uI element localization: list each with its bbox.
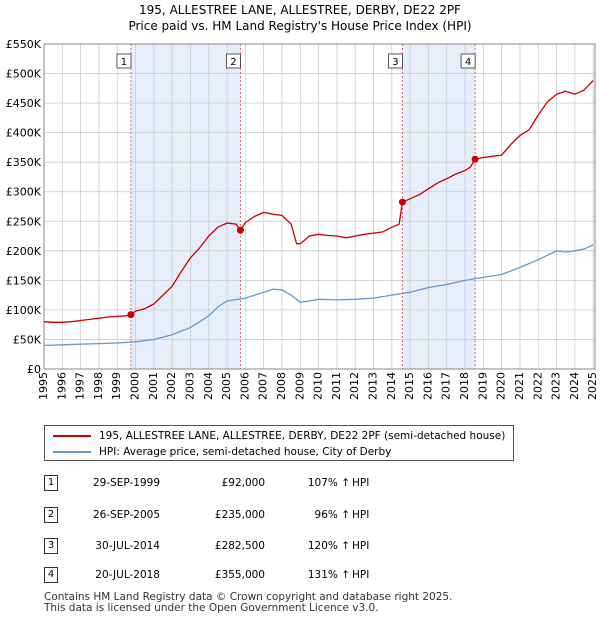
x-tick-label: 2011 [330, 372, 343, 400]
x-tick-label: 2000 [129, 372, 142, 400]
x-tick-label: 2007 [257, 372, 270, 400]
x-tick-label: 2010 [312, 372, 325, 400]
transaction-date: 30-JUL-2014 [95, 540, 160, 552]
y-tick-label: £0 [27, 363, 41, 376]
x-tick-label: 2014 [385, 372, 398, 400]
y-tick-label: £200K [6, 245, 42, 258]
transaction-number: 2 [44, 507, 58, 523]
x-tick-label: 2005 [220, 372, 233, 400]
transaction-price: £282,500 [214, 540, 265, 552]
x-tick-label: 2008 [275, 372, 288, 400]
y-tick-label: £100K [6, 304, 42, 317]
chart-legend: 195, ALLESTREE LANE, ALLESTREE, DERBY, D… [44, 425, 514, 461]
transaction-point [398, 198, 406, 206]
x-tick-label: 2017 [440, 372, 453, 400]
plot-area [44, 44, 595, 369]
x-tick-label: 2021 [513, 372, 526, 400]
y-tick-label: £500K [6, 68, 42, 81]
y-tick-label: £250K [6, 215, 42, 228]
x-tick-label: 2006 [238, 372, 251, 400]
x-tick-label: 1998 [92, 372, 105, 400]
x-tick-label: 2018 [458, 372, 471, 400]
transaction-label-number: 4 [465, 57, 471, 68]
x-tick-label: 2013 [367, 372, 380, 400]
x-tick-label: 2019 [476, 372, 489, 400]
footer-licence: This data is licensed under the Open Gov… [44, 602, 379, 614]
transaction-hpi-label: HPI [352, 540, 370, 552]
transaction-date: 29-SEP-1999 [92, 477, 160, 489]
legend-label-hpi: HPI: Average price, semi-detached house,… [99, 446, 392, 458]
transaction-price: £92,000 [221, 477, 265, 489]
transaction-number: 1 [44, 475, 58, 491]
legend-swatch-hpi [53, 451, 91, 453]
x-tick-label: 1997 [74, 372, 87, 400]
y-tick-label: £50K [13, 333, 42, 346]
x-tick-label: 2024 [568, 372, 581, 400]
x-tick-label: 1999 [110, 372, 123, 400]
property-price-line [43, 80, 594, 323]
shaded-period [130, 44, 241, 369]
transaction-label-number: 3 [392, 57, 398, 68]
legend-item-property: 195, ALLESTREE LANE, ALLESTREE, DERBY, D… [53, 429, 505, 443]
transaction-date: 20-JUL-2018 [95, 569, 160, 581]
transaction-hpi-label: HPI [352, 509, 370, 521]
x-tick-label: 2003 [183, 372, 196, 400]
x-tick-label: 2023 [550, 372, 563, 400]
footer-copyright: Contains HM Land Registry data © Crown c… [44, 591, 453, 603]
x-tick-label: 2015 [403, 372, 416, 400]
transaction-hpi-label: HPI [352, 477, 370, 489]
transaction-label-box [116, 53, 132, 69]
chart-subtitle: Price paid vs. HM Land Registry's House … [128, 19, 472, 33]
plot-border [43, 43, 596, 370]
transaction-hpi-change: 120% ↑ [307, 540, 350, 552]
y-tick-label: £150K [6, 274, 42, 287]
x-tick-label: 2004 [202, 372, 215, 400]
y-tick-label: £350K [6, 156, 42, 169]
price-chart: £0 £50K £100K £150K £200K £250K £300K £350K £400… [6, 38, 599, 400]
transaction-label-box [388, 53, 403, 69]
x-tick-label: 1995 [37, 372, 50, 400]
transaction-hpi-change: 107% ↑ [307, 477, 350, 489]
legend-swatch-property [53, 435, 91, 437]
chart-title: 195, ALLESTREE LANE, ALLESTREE, DERBY, D… [139, 3, 461, 17]
x-tick-label: 1996 [55, 372, 68, 400]
transaction-number: 4 [44, 567, 58, 583]
x-tick-label: 2022 [531, 372, 544, 400]
x-tick-label: 2020 [495, 372, 508, 400]
transaction-number: 3 [44, 538, 58, 554]
shaded-period [402, 44, 476, 369]
x-tick-label: 2016 [421, 372, 434, 400]
y-tick-label: £300K [6, 186, 42, 199]
transaction-hpi-change: 96% ↑ [314, 509, 350, 521]
y-tick-label: £400K [6, 127, 42, 140]
transaction-label-box [226, 53, 241, 69]
transaction-point [236, 226, 244, 234]
transaction-point [127, 311, 135, 319]
y-tick-label: £450K [6, 97, 42, 110]
x-tick-label: 2025 [586, 372, 599, 400]
transaction-label-number: 1 [121, 57, 127, 68]
legend-label-property: 195, ALLESTREE LANE, ALLESTREE, DERBY, D… [99, 430, 506, 442]
x-tick-label: 2012 [348, 372, 361, 400]
transaction-hpi-label: HPI [352, 569, 370, 581]
transaction-date: 26-SEP-2005 [92, 509, 160, 521]
x-tick-label: 2001 [147, 372, 160, 400]
y-tick-label: £550K [6, 38, 42, 51]
hpi-line [43, 244, 594, 347]
transaction-price: £355,000 [214, 569, 265, 581]
x-tick-label: 2002 [165, 372, 178, 400]
transaction-label-number: 2 [230, 57, 236, 68]
transaction-hpi-change: 131% ↑ [307, 569, 350, 581]
x-tick-label: 2009 [293, 372, 306, 400]
transaction-point [471, 155, 479, 163]
legend-item-hpi: HPI: Average price, semi-detached house,… [53, 445, 391, 459]
transaction-price: £235,000 [214, 509, 265, 521]
transaction-label-box [460, 53, 476, 69]
